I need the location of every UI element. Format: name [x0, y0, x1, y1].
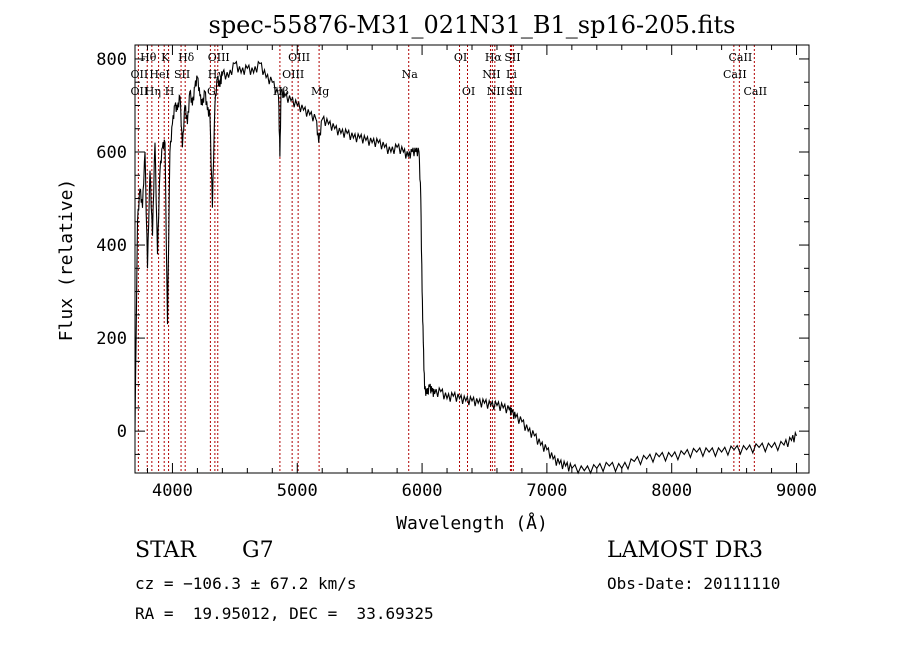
line-label: OIII	[282, 68, 304, 81]
y-tick-label: 0	[117, 422, 127, 442]
x-axis-ticks: 4000 5000 6000 7000 8000 9000	[146, 45, 817, 501]
line-label: H	[165, 85, 175, 98]
line-label: NII	[487, 85, 505, 98]
spectrum-line	[134, 60, 798, 475]
line-label: CaII	[743, 85, 767, 98]
x-tick-label: 5000	[277, 481, 318, 501]
object-class: STAR	[135, 538, 196, 563]
line-label: NII	[482, 68, 500, 81]
line-label: Hη	[145, 85, 161, 98]
line-label: SII	[506, 85, 522, 98]
line-label: HeI	[149, 68, 169, 81]
line-label: OI	[454, 51, 467, 64]
emission-line-markers	[137, 45, 755, 473]
y-tick-label: 600	[96, 143, 127, 163]
survey-label: LAMOST DR3	[607, 538, 763, 563]
line-label: G	[207, 85, 216, 98]
line-label: OI	[462, 85, 475, 98]
line-label: OIII	[288, 51, 310, 64]
line-label: Hδ	[178, 51, 195, 64]
object-subclass: G7	[242, 538, 274, 563]
y-axis-ticks: 0 200 400 600 800	[96, 50, 809, 455]
line-label: Li	[506, 68, 517, 81]
line-label: CaII	[723, 68, 747, 81]
y-tick-label: 800	[96, 50, 127, 70]
x-tick-label: 9000	[776, 481, 817, 501]
line-label: SII	[174, 68, 190, 81]
redshift-velocity: cz = −106.3 ± 67.2 km/s	[135, 574, 357, 593]
line-label: OIII	[208, 51, 230, 64]
x-tick-label: 6000	[402, 481, 443, 501]
line-label: Mg	[311, 85, 329, 98]
y-tick-label: 200	[96, 329, 127, 349]
observation-date: Obs-Date: 20111110	[607, 574, 781, 593]
x-tick-label: 8000	[651, 481, 692, 501]
line-label: OII	[131, 68, 149, 81]
coordinates: RA = 19.95012, DEC = 33.69325	[135, 604, 434, 623]
plot-frame	[134, 44, 810, 474]
x-tick-label: 7000	[526, 481, 567, 501]
line-label: K	[161, 51, 170, 64]
line-label: CaII	[729, 51, 753, 64]
line-label: Na	[402, 68, 419, 81]
x-tick-label: 4000	[152, 481, 193, 501]
line-label: SII	[504, 51, 520, 64]
line-label: Hα	[485, 51, 503, 64]
chart-title: spec-55876-M31_021N31_B1_sp16-205.fits	[209, 11, 736, 39]
line-label: Hθ	[140, 51, 157, 64]
x-axis-label: Wavelength (Å)	[396, 512, 548, 534]
y-tick-label: 400	[96, 236, 127, 256]
y-axis-label: Flux (relative)	[56, 179, 77, 342]
line-label: Hγ	[208, 68, 225, 81]
